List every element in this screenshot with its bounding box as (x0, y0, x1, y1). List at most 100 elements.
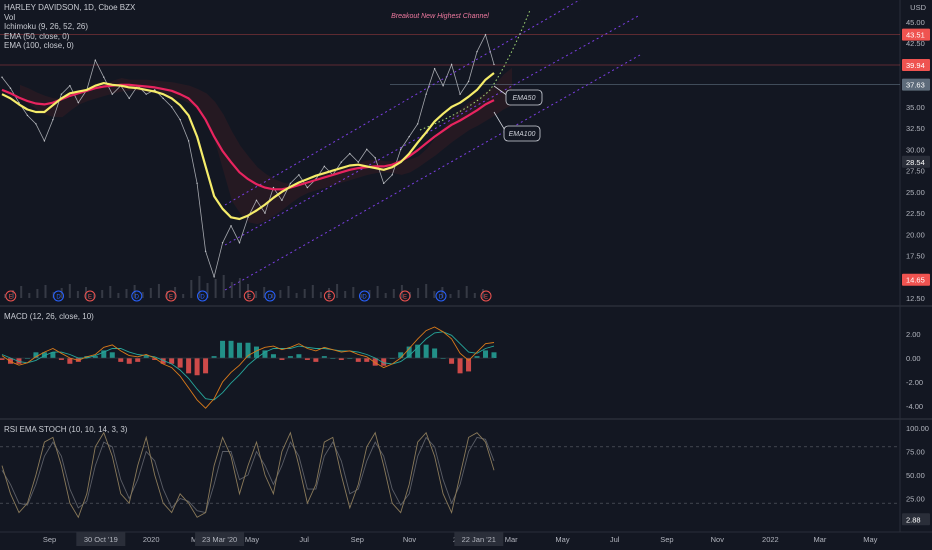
legend-ema50[interactable]: EMA (50, close, 0) (4, 31, 70, 41)
price-point (450, 63, 453, 66)
price-point (399, 148, 402, 151)
earnings-marker-letter: E (247, 295, 251, 301)
price-axis-price-tag-label: 39.94 (906, 61, 925, 70)
volume-bar (473, 293, 476, 298)
volume-bar (190, 280, 193, 298)
price-point (26, 114, 29, 117)
legend-volume[interactable]: Vol (4, 12, 16, 22)
volume-bar (76, 291, 79, 298)
dividend-marker[interactable] (359, 290, 370, 302)
dividend-marker-letter: D (56, 295, 61, 301)
macd-histogram-bar (330, 358, 336, 359)
rsi-pane-title[interactable]: RSI EMA STOCH (10, 10, 14, 3, 3) (4, 425, 128, 434)
price-point (476, 51, 478, 53)
price-point (289, 182, 292, 185)
dividend-marker[interactable] (264, 290, 276, 302)
x-axis-tick-label: May (555, 535, 569, 544)
legend-ichimoku[interactable]: Ichimoku (9, 26, 52, 26) (4, 22, 89, 31)
macd-histogram-bar (228, 340, 234, 359)
macd-histogram-bar (186, 358, 192, 374)
dividend-marker-letter: D (200, 295, 205, 301)
price-point (459, 93, 461, 95)
ema100-callout-box[interactable] (503, 125, 541, 142)
channel-line[interactable] (224, 14, 641, 246)
dividend-marker-letter: D (439, 295, 444, 301)
macd-histogram-bar (457, 358, 463, 374)
earnings-marker-letter: E (403, 295, 407, 301)
macd-histogram-bar (466, 358, 472, 372)
macd-histogram-bar (432, 348, 438, 359)
price-axis-tick-label: 30.00 (906, 145, 925, 154)
macd-histogram-bar (135, 358, 141, 362)
price-axis-tick-label: 35.00 (906, 103, 925, 112)
macd-histogram-bar (347, 358, 353, 359)
macd-pane-title[interactable]: MACD (12, 26, close, 10) (4, 312, 94, 321)
volume-bar (101, 290, 104, 298)
price-axis-tick-label: 42.50 (906, 39, 925, 48)
earnings-marker[interactable] (243, 290, 255, 302)
ema50-callout-label: EMA50 (513, 95, 536, 102)
ichimoku-cloud (20, 67, 512, 225)
volume-bar (182, 294, 185, 298)
rsi-axis-price-tag-label: 2.88 (906, 515, 921, 524)
macd-histogram-bar (169, 358, 175, 364)
symbol-title[interactable]: HARLEY DAVIDSON, 1D, Cboe BZX (4, 3, 136, 12)
dividend-marker[interactable] (53, 290, 64, 302)
volume-bar (206, 283, 209, 298)
macd-histogram-bar (262, 350, 268, 359)
volume-bar (125, 289, 128, 298)
price-point (111, 93, 113, 95)
earnings-marker[interactable] (480, 290, 492, 302)
earnings-marker[interactable] (5, 290, 17, 302)
earnings-marker[interactable] (165, 290, 177, 302)
earnings-marker[interactable] (323, 290, 335, 302)
volume-bar (344, 291, 347, 298)
price-point (281, 199, 283, 202)
dividend-marker-letter: D (362, 295, 367, 301)
macd-histogram-bar (406, 346, 412, 359)
macd-histogram-bar (0, 358, 5, 360)
legend-ema100[interactable]: EMA (100, close, 0) (4, 41, 74, 50)
price-axis-tick-label: 27.50 (906, 167, 925, 176)
volume-bar (287, 286, 290, 298)
price-point (238, 242, 241, 244)
dividend-marker[interactable] (435, 290, 447, 302)
channel-annotation[interactable]: Breakout New Highest Channel (391, 13, 489, 20)
macd-histogram-bar (177, 358, 183, 368)
stoch-k-line[interactable] (1, 431, 495, 519)
macd-histogram-bar (270, 354, 276, 359)
x-axis-tick-label: Jul (299, 535, 309, 544)
price-point (493, 63, 495, 66)
price-point (1, 76, 3, 78)
stoch-d-line[interactable] (1, 436, 495, 514)
price-point (230, 225, 232, 227)
volume-bar (336, 284, 339, 298)
ema100-line[interactable] (1, 83, 495, 191)
dividend-marker[interactable] (131, 290, 143, 302)
volume-bar (36, 289, 39, 298)
macd-histogram-bar (245, 342, 251, 359)
dividend-marker[interactable] (197, 290, 208, 302)
volume-bar (328, 288, 330, 298)
macd-line[interactable] (1, 326, 495, 409)
x-axis-tick-label: 2020 (143, 535, 160, 544)
macd-histogram-bar (194, 358, 200, 376)
earnings-marker[interactable] (399, 290, 411, 302)
price-point (153, 89, 156, 91)
price-point (272, 186, 275, 189)
macd-histogram-bar (33, 352, 39, 359)
price-point (247, 216, 249, 219)
projection-path[interactable] (419, 9, 531, 131)
price-point (442, 84, 444, 87)
volume-bar (465, 286, 468, 298)
price-point (52, 118, 54, 121)
price-point (391, 174, 393, 176)
macd-histogram-bar (491, 352, 497, 359)
price-axis-price-tag (902, 155, 930, 168)
price-axis-tick-label: 45.00 (906, 18, 925, 27)
x-axis-tick-label: Mar (505, 535, 518, 544)
ema50-line[interactable] (1, 72, 495, 221)
earnings-marker[interactable] (84, 290, 96, 302)
ema50-callout-box[interactable] (505, 89, 543, 106)
